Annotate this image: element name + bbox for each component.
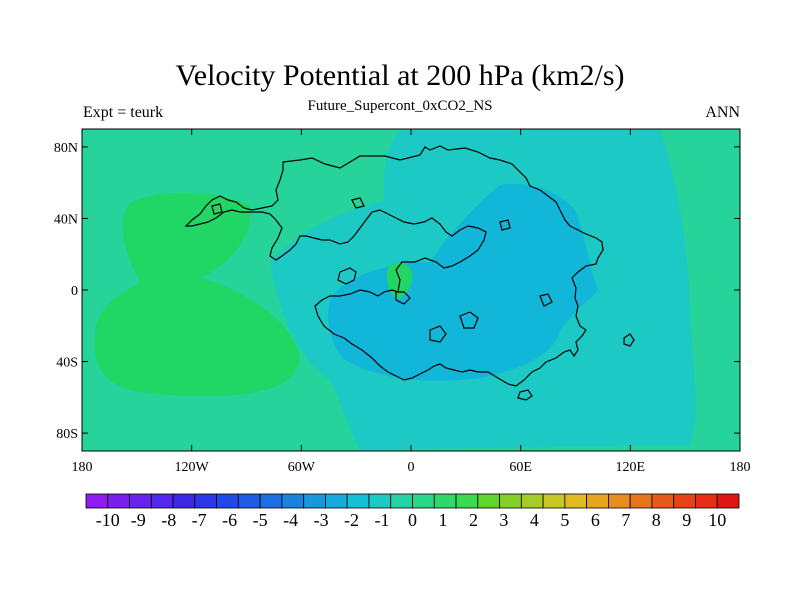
colorbar-label: -1 <box>375 510 390 530</box>
inland-lake-outline <box>459 311 479 329</box>
island-outline <box>337 267 357 285</box>
x-tick-label: 120W <box>175 460 210 475</box>
x-tick-label: 120E <box>616 460 646 475</box>
colorbar-swatch <box>499 493 522 509</box>
colorbar-swatch <box>477 493 500 509</box>
inland-lake-outline <box>351 197 365 209</box>
contour-field <box>82 129 740 451</box>
colorbar-label: 10 <box>708 510 726 530</box>
colorbar-label: 4 <box>530 510 539 530</box>
colorbar-swatch <box>325 493 348 509</box>
colorbar-label: -8 <box>161 510 176 530</box>
inland-lake-outline <box>539 293 553 307</box>
colorbar: -10 -9 -8 -7 -6 -5 -4 -3 -2 -1 0 1 2 3 4 5 6 7 8 9 10 <box>85 493 740 530</box>
colorbar-swatch <box>129 493 152 509</box>
colorbar-swatch <box>368 493 392 509</box>
colorbar-swatch <box>172 493 196 509</box>
colorbar-swatch <box>85 493 109 509</box>
colorbar-label: 6 <box>591 510 600 530</box>
colorbar-swatch <box>695 493 718 509</box>
island-outline <box>395 291 411 305</box>
x-tick-label: 60E <box>509 460 532 475</box>
y-tick-label: 40N <box>54 212 78 227</box>
y-axis: 80N 40N 0 40S 80S <box>54 141 740 442</box>
colorbar-swatch <box>194 493 217 509</box>
colorbar-swatch <box>629 493 653 509</box>
inland-lake-outline <box>211 203 223 215</box>
colorbar-swatch <box>107 493 130 509</box>
colorbar-swatch <box>259 493 283 509</box>
colorbar-swatch <box>237 493 261 509</box>
positive-anomaly-region <box>94 192 300 397</box>
colorbar-swatch <box>520 493 544 509</box>
strong-negative-anomaly-region <box>328 183 598 381</box>
colorbar-label: 1 <box>438 510 447 530</box>
x-axis: 180 120W 60W 0 60E 120E 180 <box>72 129 751 475</box>
colorbar-swatch <box>716 493 740 509</box>
continent-outline <box>184 145 604 387</box>
season-label: ANN <box>705 104 740 121</box>
colorbar-swatch <box>651 493 675 509</box>
colorbar-swatch <box>390 493 413 509</box>
colorbar-label: 3 <box>499 510 508 530</box>
colorbar-swatch <box>346 493 370 509</box>
colorbar-swatch <box>455 493 479 509</box>
colorbar-label: -9 <box>131 510 146 530</box>
colorbar-label: 8 <box>652 510 661 530</box>
colorbar-label: -10 <box>96 510 120 530</box>
y-tick-label: 40S <box>56 356 78 371</box>
colorbar-swatch <box>303 493 326 509</box>
plot-subtitle: Future_Supercont_0xCO2_NS <box>307 98 493 114</box>
colorbar-label: -7 <box>192 510 207 530</box>
colorbar-label: 2 <box>469 510 478 530</box>
x-tick-label: 180 <box>730 460 751 475</box>
colorbar-swatch <box>542 493 566 509</box>
coastlines <box>184 145 635 401</box>
x-tick-label: 0 <box>408 460 415 475</box>
colorbar-swatch <box>608 493 631 509</box>
island-outline <box>623 333 635 347</box>
colorbar-label: -2 <box>344 510 359 530</box>
colorbar-label: -4 <box>283 510 298 530</box>
colorbar-swatch <box>412 493 435 509</box>
colorbar-swatch <box>150 493 174 509</box>
colorbar-label: 7 <box>621 510 630 530</box>
y-tick-label: 80N <box>54 141 78 156</box>
experiment-label: Expt = teurk <box>83 104 164 121</box>
colorbar-swatch <box>216 493 239 509</box>
colorbar-label: -5 <box>253 510 268 530</box>
colorbar-label: -6 <box>222 510 237 530</box>
x-tick-label: 60W <box>288 460 316 475</box>
colorbar-label: 5 <box>560 510 569 530</box>
colorbar-swatch <box>673 493 696 509</box>
colorbar-label: 9 <box>682 510 691 530</box>
colorbar-swatch <box>564 493 588 509</box>
y-tick-label: 0 <box>71 284 78 299</box>
inland-lake-outline <box>429 325 447 343</box>
plot-title: Velocity Potential at 200 hPa (km2/s) <box>175 59 625 92</box>
colorbar-swatch <box>586 493 609 509</box>
y-tick-label: 80S <box>56 427 78 442</box>
colorbar-label: 0 <box>408 510 417 530</box>
x-tick-label: 180 <box>72 460 93 475</box>
colorbar-label: -3 <box>314 510 329 530</box>
island-outline <box>517 389 533 401</box>
colorbar-swatch <box>281 493 305 509</box>
colorbar-swatch <box>433 493 457 509</box>
inland-lake-outline <box>499 219 511 231</box>
